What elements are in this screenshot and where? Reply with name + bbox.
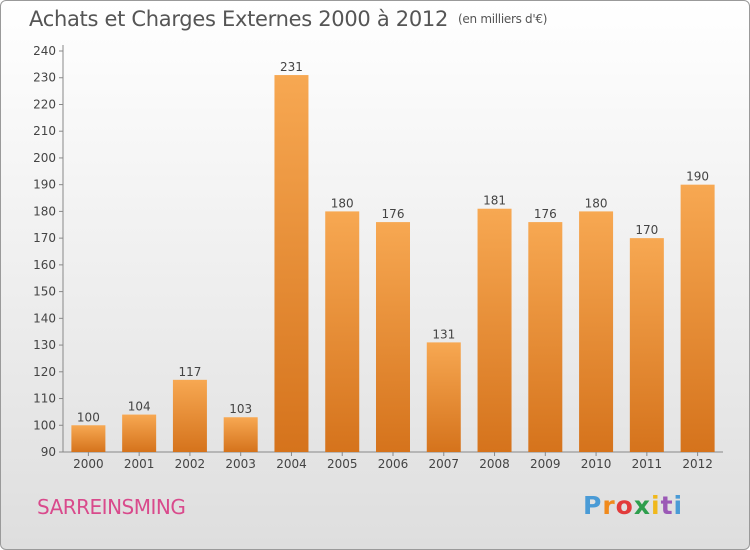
bar-2000	[71, 425, 106, 452]
y-tick-label: 100	[33, 418, 56, 432]
data-label: 117	[178, 365, 201, 379]
bar-2008	[477, 208, 512, 452]
bar-2005	[325, 211, 360, 452]
chart-title: Achats et Charges Externes 2000 à 2012 (e…	[29, 7, 547, 31]
x-tick-label: 2004	[276, 457, 307, 471]
y-tick-label: 170	[33, 231, 56, 245]
data-label: 181	[483, 194, 506, 208]
proxiti-logo: Proxiti	[583, 491, 684, 520]
bar-2003	[223, 417, 258, 452]
bar-2012	[680, 184, 715, 452]
data-label: 131	[432, 327, 455, 341]
y-tick-label: 180	[33, 204, 56, 218]
x-tick-label: 2012	[682, 457, 713, 471]
bar-2009	[528, 222, 563, 452]
data-label: 231	[280, 60, 303, 74]
data-label: 176	[382, 207, 405, 221]
x-tick-label: 2009	[530, 457, 561, 471]
y-tick-label: 90	[41, 445, 56, 459]
data-label: 170	[635, 223, 658, 237]
y-tick-label: 150	[33, 285, 56, 299]
data-label: 100	[77, 410, 100, 424]
chart-title-text: Achats et Charges Externes 2000 à 2012	[29, 7, 449, 31]
bar-2007	[426, 342, 461, 452]
data-label: 190	[686, 170, 709, 184]
y-tick-label: 240	[33, 44, 56, 58]
y-tick-label: 230	[33, 71, 56, 85]
x-tick-label: 2002	[175, 457, 206, 471]
x-tick-label: 2010	[581, 457, 612, 471]
chart-unit: (en milliers d'€)	[458, 12, 548, 26]
data-label: 180	[585, 196, 608, 210]
bar-2006	[376, 222, 410, 452]
data-label: 103	[229, 402, 252, 416]
y-tick-label: 190	[33, 178, 56, 192]
x-tick-label: 2005	[327, 457, 358, 471]
y-tick-label: 200	[33, 151, 56, 165]
x-tick-label: 2000	[73, 457, 104, 471]
bar-2004	[274, 75, 309, 452]
data-label: 180	[331, 196, 354, 210]
y-tick-label: 130	[33, 338, 56, 352]
y-tick-label: 140	[33, 311, 56, 325]
data-label: 176	[534, 207, 557, 221]
bar-2002	[172, 379, 207, 452]
x-tick-label: 2001	[124, 457, 155, 471]
x-tick-label: 2003	[225, 457, 256, 471]
bar-2001	[122, 414, 157, 452]
commune-name: SARREINSMING	[37, 495, 186, 519]
bar-2010	[579, 211, 614, 452]
x-tick-label: 2008	[479, 457, 510, 471]
y-tick-label: 160	[33, 258, 56, 272]
y-tick-label: 220	[33, 97, 56, 111]
y-tick-label: 110	[33, 392, 56, 406]
y-tick-label: 210	[33, 124, 56, 138]
bar-2011	[629, 238, 664, 452]
x-tick-label: 2011	[632, 457, 663, 471]
y-tick-label: 120	[33, 365, 56, 379]
x-tick-label: 2006	[378, 457, 409, 471]
data-label: 104	[128, 400, 151, 414]
x-tick-label: 2007	[428, 457, 459, 471]
